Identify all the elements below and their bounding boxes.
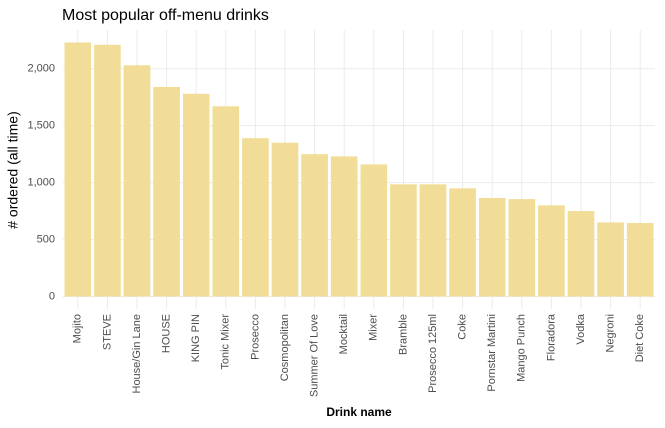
bar [123,65,151,297]
bar [212,106,240,297]
x-tick-label: Summer Of Love [309,314,321,397]
x-tick-label: Prosecco [249,314,261,360]
x-tick-label: KING PIN [190,314,202,362]
bar [449,188,476,297]
bar [508,199,536,297]
x-tick-label: Vodka [575,313,587,344]
x-tick-label: House/Gin Lane [131,314,143,394]
x-tick-label: Pornstar Martini [486,314,498,392]
x-tick-label: Bramble [397,314,409,355]
bar [567,211,595,297]
x-tick-label: Tonic Mixer [220,314,232,370]
chart-title: Most popular off-menu drinks [62,7,269,24]
bar [538,205,565,297]
x-tick-label: Diet Coke [634,314,646,362]
y-axis-label: # ordered (all time) [5,111,21,229]
y-tick-label: 1,000 [27,177,55,189]
bar [478,197,506,297]
x-axis-label: Drink name [326,405,392,419]
bar [390,184,417,297]
x-tick-label: Mango Punch [516,314,528,382]
x-tick-label: Mocktail [338,314,350,354]
y-tick-label: 0 [49,290,55,302]
x-tick-label: Prosecco 125ml [427,314,439,393]
bar [419,184,447,297]
x-tick-label: STEVE [101,314,113,350]
bar [597,222,624,297]
bar [330,156,358,297]
y-tick-label: 500 [37,233,55,245]
bar [182,93,210,297]
y-tick-label: 2,000 [27,63,55,75]
bar [301,154,328,297]
x-tick-label: Mixer [368,314,380,341]
x-tick-label: Cosmopolitan [279,314,291,381]
bar [271,142,299,297]
x-tick-label: Negroni [605,314,617,353]
x-tick-label: Floradora [545,313,557,361]
x-tick-label: Mojito [72,314,84,343]
bar [94,44,121,297]
x-tick-label: Coke [457,314,469,340]
y-tick-label: 1,500 [27,120,55,132]
bar [153,86,180,297]
bar [64,42,92,297]
x-tick-label: HOUSE [161,314,173,353]
bar [242,138,269,297]
bar [626,223,654,297]
bar [360,164,388,297]
